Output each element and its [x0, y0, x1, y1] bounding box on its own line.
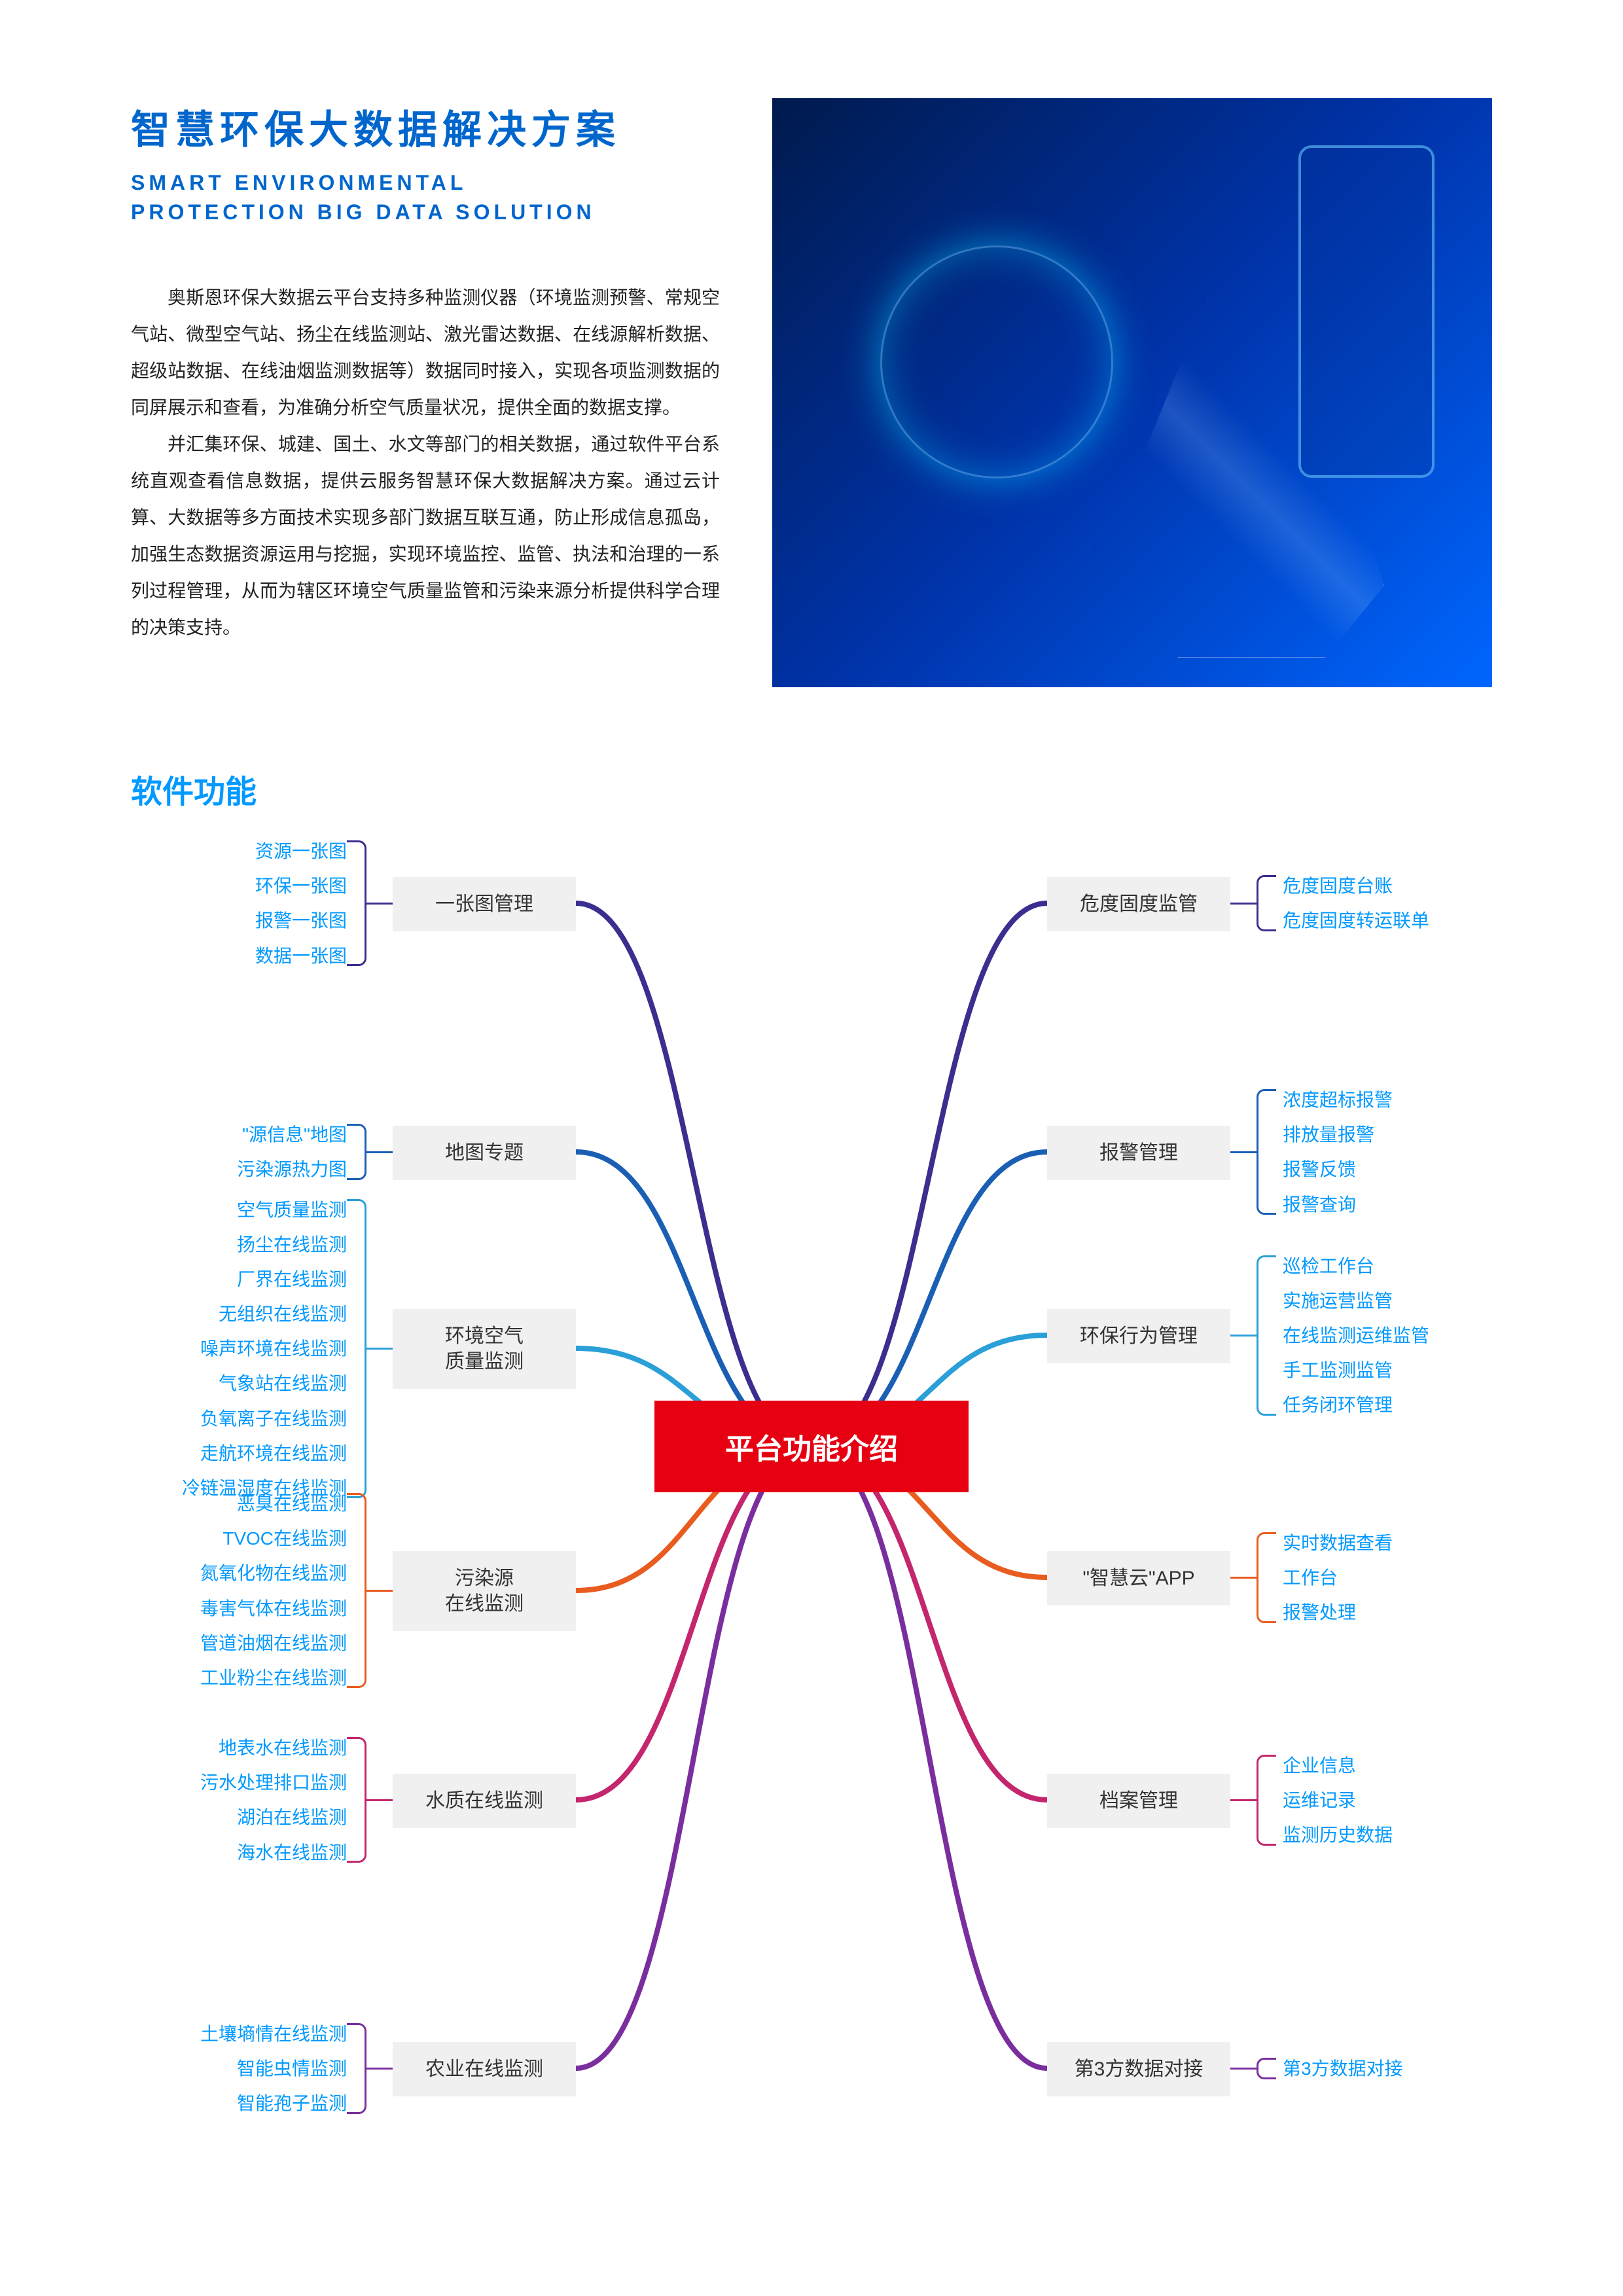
leaf-item: 资源一张图: [131, 834, 347, 869]
bracket-left-1: [347, 1124, 366, 1180]
bracket-right-3: [1257, 1532, 1276, 1623]
section-title: 软件功能: [131, 766, 1492, 812]
stem-left-0: [366, 903, 393, 905]
node-left-3: 污染源 在线监测: [393, 1551, 576, 1631]
paragraph-2: 并汇集环保、城建、国土、水文等部门的相关数据，通过软件平台系统直观查看信息数据，…: [131, 426, 720, 646]
node-right-0: 危度固度监管: [1047, 877, 1230, 931]
node-right-5: 第3方数据对接: [1047, 2042, 1230, 2096]
header: 智慧环保大数据解决方案 SMART ENVIRONMENTAL PROTECTI…: [131, 98, 1492, 687]
bracket-left-2: [347, 1199, 366, 1498]
bracket-right-4: [1257, 1755, 1276, 1846]
mindmap-curves: [131, 877, 1492, 2251]
curve-left-5: [576, 1446, 812, 2068]
title-en-line1: SMART ENVIRONMENTAL: [131, 168, 720, 198]
bracket-left-3: [347, 1493, 366, 1688]
node-left-1: 地图专题: [393, 1126, 576, 1180]
curve-right-5: [812, 1446, 1047, 2068]
center-node: 平台功能介绍: [654, 1401, 969, 1492]
node-left-4: 水质在线监测: [393, 1774, 576, 1828]
title-en-line2: PROTECTION BIG DATA SOLUTION: [131, 198, 720, 227]
stem-right-5: [1230, 2068, 1257, 2070]
stem-right-3: [1230, 1577, 1257, 1579]
paragraph-1: 奥斯恩环保大数据云平台支持多种监测仪器（环境监测预警、常规空气站、微型空气站、扬…: [131, 279, 720, 426]
bracket-right-0: [1257, 875, 1276, 931]
header-text: 智慧环保大数据解决方案 SMART ENVIRONMENTAL PROTECTI…: [131, 98, 720, 687]
node-left-2: 环境空气 质量监测: [393, 1309, 576, 1389]
stem-left-1: [366, 1151, 393, 1153]
bracket-right-2: [1257, 1255, 1276, 1416]
stem-left-2: [366, 1348, 393, 1350]
node-right-3: "智慧云"APP: [1047, 1551, 1230, 1605]
stem-right-0: [1230, 903, 1257, 905]
bracket-left-4: [347, 1737, 366, 1863]
title-en: SMART ENVIRONMENTAL PROTECTION BIG DATA …: [131, 168, 720, 227]
hero-image: [772, 98, 1492, 687]
bracket-right-1: [1257, 1089, 1276, 1215]
node-left-5: 农业在线监测: [393, 2042, 576, 2096]
bracket-right-5: [1257, 2058, 1276, 2079]
node-right-2: 环保行为管理: [1047, 1309, 1230, 1363]
node-right-4: 档案管理: [1047, 1774, 1230, 1828]
node-right-1: 报警管理: [1047, 1126, 1230, 1180]
stem-left-3: [366, 1590, 393, 1592]
stem-right-4: [1230, 1799, 1257, 1801]
stem-left-4: [366, 1799, 393, 1801]
mindmap: 平台功能介绍 一张图管理资源一张图环保一张图报警一张图数据一张图地图专题"源信息…: [131, 877, 1492, 2251]
hero-hand-graphic: [1090, 298, 1384, 658]
curve-left-0: [576, 903, 812, 1446]
stem-right-2: [1230, 1335, 1257, 1336]
stem-left-5: [366, 2068, 393, 2070]
bracket-left-0: [347, 840, 366, 966]
curve-right-0: [812, 903, 1047, 1446]
stem-right-1: [1230, 1151, 1257, 1153]
bracket-left-5: [347, 2023, 366, 2114]
title-cn: 智慧环保大数据解决方案: [131, 98, 720, 155]
node-left-0: 一张图管理: [393, 877, 576, 931]
